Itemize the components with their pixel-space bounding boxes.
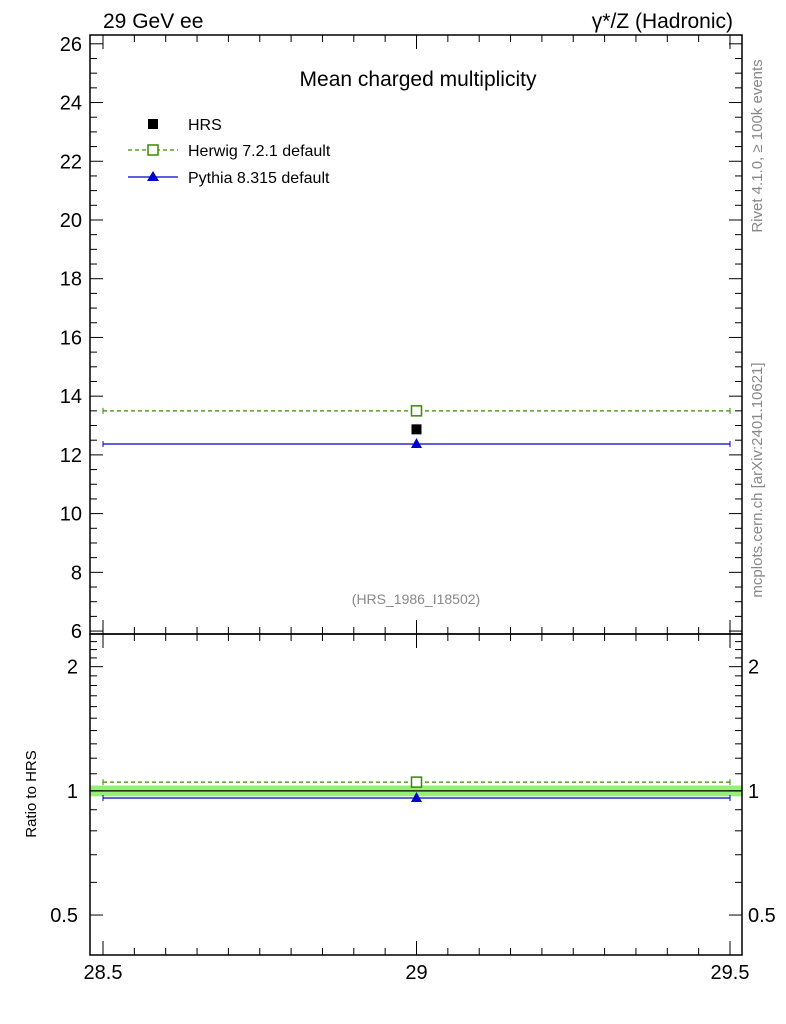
ratio-x-ticks: 28.5 29 29.5 (84, 634, 750, 984)
legend-label-hrs: HRS (188, 117, 222, 134)
ratio-pythia-point (411, 791, 422, 802)
main-panel: 6 8 10 12 14 16 18 20 22 24 26 Mean charged multip… (60, 34, 743, 643)
main-y-tick-label: 12 (60, 445, 82, 467)
legend-label-pythia: Pythia 8.315 default (188, 170, 330, 187)
ratio-y-tick-label: 1 (67, 781, 78, 803)
ratio-x-tick-label: 29.5 (711, 962, 750, 984)
main-y-tick-label: 22 (60, 151, 82, 173)
main-herwig-point (410, 405, 423, 417)
main-pythia-point (411, 438, 422, 449)
header-right: γ*/Z (Hadronic) (592, 10, 733, 33)
legend-marker-pythia (147, 171, 159, 181)
ratio-x-tick-label: 28.5 (84, 962, 123, 984)
mcplots-label: mcplots.cern.ch [arXiv:2401.10621] (749, 362, 766, 597)
ratio-y-tick-label: 0.5 (50, 905, 78, 927)
main-y-tick-label: 8 (71, 562, 82, 584)
ratio-y-tick-label: 2 (67, 657, 78, 679)
main-annotation: (HRS_1986_I18502) (352, 591, 480, 607)
ratio-x-tick-label: 29 (405, 962, 427, 984)
main-y-tick-label: 16 (60, 327, 82, 349)
main-marks (102, 405, 731, 449)
main-y-ticks: 6 8 10 12 14 16 18 20 22 24 26 (60, 34, 742, 643)
main-y-tick-label: 20 (60, 210, 82, 232)
main-x-ticks (102, 35, 731, 634)
legend-marker-hrs (148, 119, 158, 129)
main-y-tick-label: 6 (71, 621, 82, 643)
main-hrs-point (411, 424, 422, 435)
header-left: 29 GeV ee (103, 10, 203, 33)
main-y-tick-label: 14 (60, 386, 82, 408)
main-y-tick-label: 10 (60, 504, 82, 526)
ratio-y-tick-label-right: 2 (748, 657, 759, 679)
ratio-y-tick-label-right: 0.5 (748, 905, 776, 927)
main-y-tick-label: 26 (60, 34, 82, 56)
rivet-label: Rivet 4.1.0, ≥ 100k events (749, 59, 766, 232)
legend-marker-herwig (147, 144, 159, 156)
ratio-marks (102, 776, 731, 802)
ratio-y-ticks: 0.5 0.5 1 1 2 2 (50, 641, 776, 956)
ratio-panel: 0.5 0.5 1 1 2 2 28.5 29 29.5 Ratio to HRS (23, 633, 776, 984)
ratio-herwig-point (410, 776, 423, 788)
legend-label-herwig: Herwig 7.2.1 default (188, 143, 331, 160)
main-y-tick-label: 18 (60, 269, 82, 291)
legend: HRS Herwig 7.2.1 default Pythia 8.315 de… (128, 117, 331, 187)
main-y-tick-label: 24 (60, 93, 82, 115)
ratio-y-tick-label-right: 1 (748, 781, 759, 803)
ratio-ylabel: Ratio to HRS (23, 750, 40, 838)
main-title: Mean charged multiplicity (300, 68, 537, 91)
